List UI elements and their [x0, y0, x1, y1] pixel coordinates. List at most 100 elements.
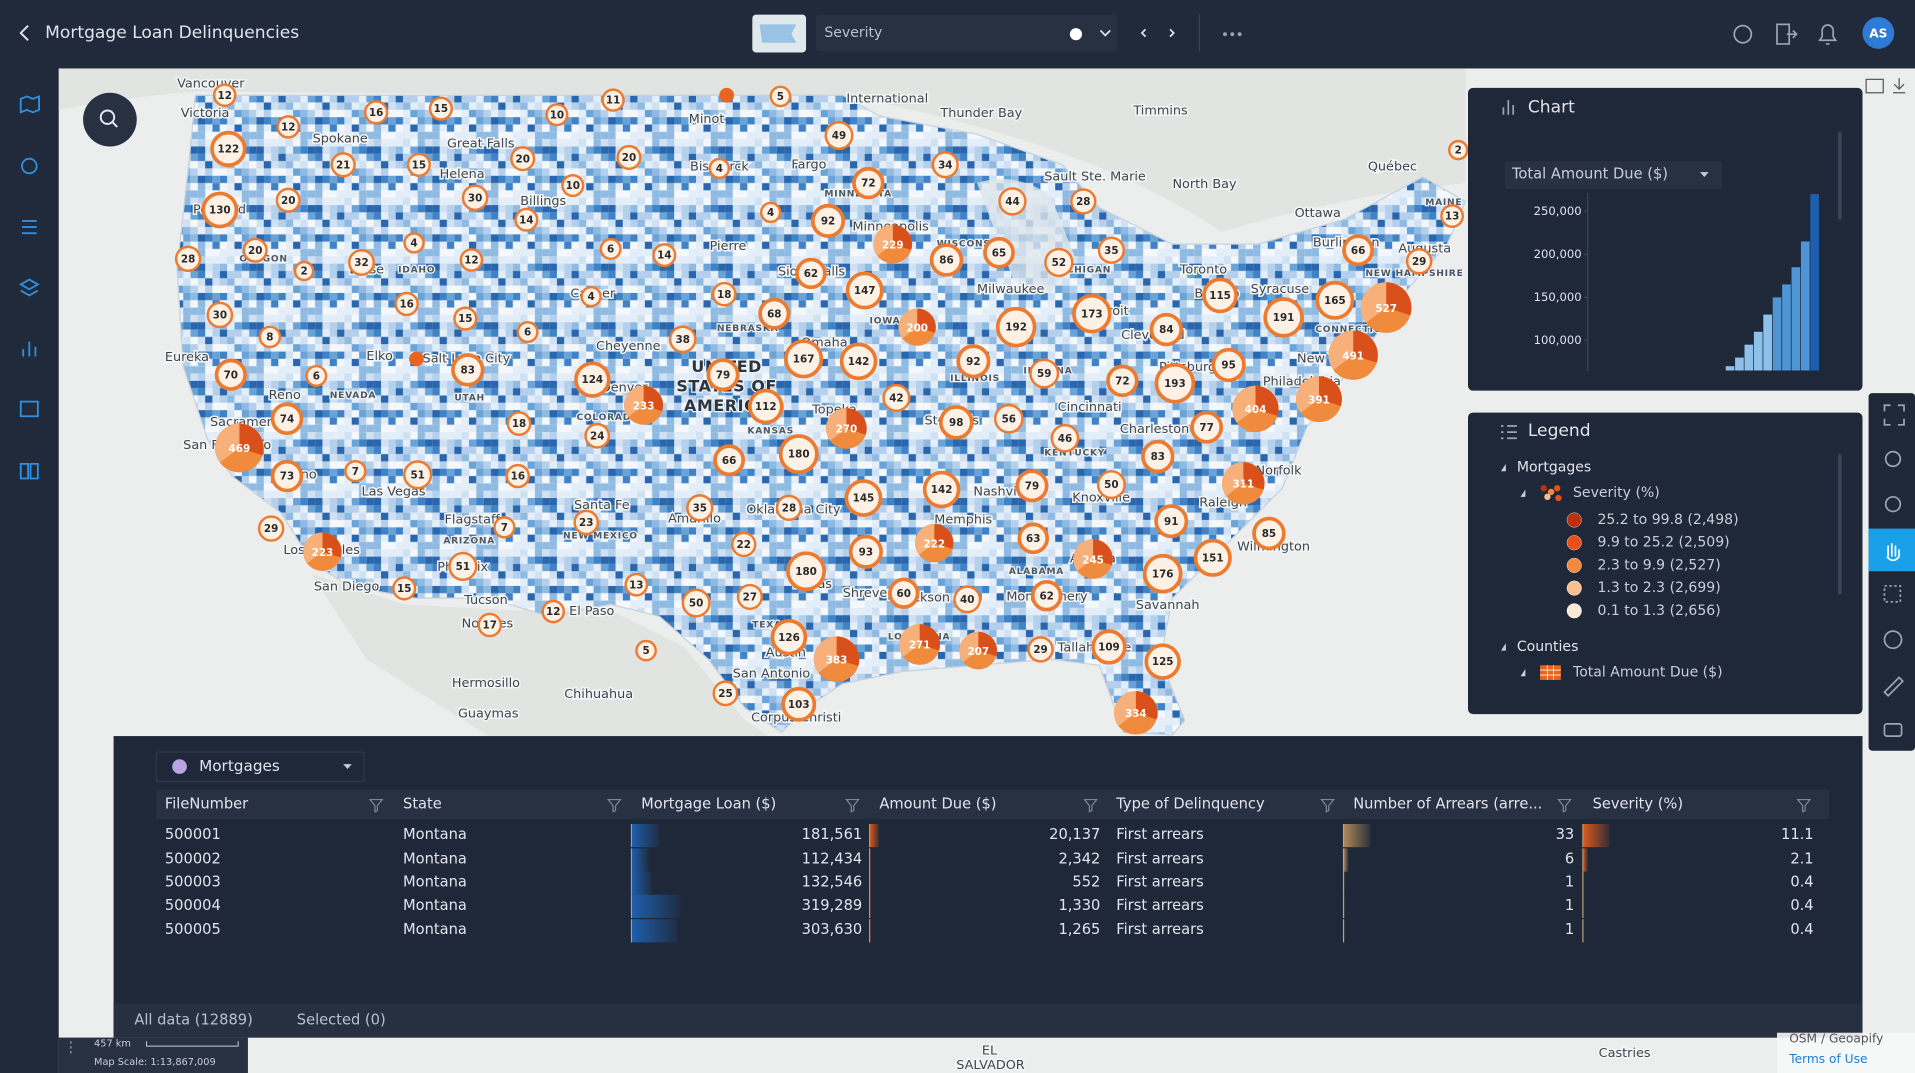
- cluster[interactable]: 122: [210, 130, 247, 168]
- cluster[interactable]: 65: [983, 236, 1015, 269]
- cluster[interactable]: 112: [747, 388, 784, 425]
- cluster[interactable]: 66: [713, 444, 746, 477]
- download-icon[interactable]: [1893, 78, 1906, 94]
- nav-chart[interactable]: [22, 341, 37, 357]
- cluster[interactable]: 51: [448, 551, 478, 581]
- filter-button[interactable]: [1320, 798, 1335, 813]
- cluster[interactable]: 79: [706, 358, 740, 392]
- cluster[interactable]: 29: [257, 515, 285, 542]
- cluster[interactable]: 59: [1029, 358, 1060, 389]
- column-header[interactable]: Severity (%): [1593, 795, 1683, 812]
- select-button[interactable]: [1883, 585, 1902, 603]
- cluster[interactable]: 63: [1017, 522, 1050, 555]
- identify-button[interactable]: [1883, 630, 1903, 650]
- avatar[interactable]: [1862, 17, 1895, 49]
- cluster[interactable]: 103: [781, 686, 817, 722]
- terms-link[interactable]: Terms of Use: [1788, 1052, 1867, 1066]
- cluster[interactable]: 49: [824, 121, 854, 150]
- cluster[interactable]: 30: [206, 301, 234, 329]
- nav-book[interactable]: [19, 462, 39, 480]
- cluster[interactable]: 5: [769, 85, 792, 108]
- cluster[interactable]: 95: [1211, 347, 1246, 383]
- cluster[interactable]: 142: [922, 470, 961, 509]
- cluster[interactable]: 92: [956, 344, 991, 379]
- cluster[interactable]: 70: [214, 358, 247, 391]
- cluster[interactable]: 56: [993, 403, 1024, 434]
- point[interactable]: [719, 87, 735, 103]
- cluster[interactable]: 18: [711, 281, 737, 307]
- cluster[interactable]: 4: [708, 157, 731, 180]
- cluster[interactable]: 28: [1070, 188, 1097, 215]
- map-tool[interactable]: [1865, 78, 1884, 94]
- cluster[interactable]: 167: [784, 339, 824, 379]
- column-header[interactable]: Type of Delinquency: [1115, 795, 1265, 812]
- cluster[interactable]: 4: [580, 285, 602, 308]
- collapse-toggle[interactable]: [1500, 463, 1506, 472]
- cluster[interactable]: 20: [275, 187, 301, 213]
- cluster[interactable]: 4: [759, 201, 782, 224]
- cluster[interactable]: 16: [363, 100, 389, 125]
- cluster[interactable]: 5: [635, 639, 657, 662]
- cluster[interactable]: 173: [1072, 294, 1112, 334]
- cluster[interactable]: 271: [899, 624, 941, 665]
- fullscreen-button[interactable]: [1883, 404, 1905, 426]
- cluster[interactable]: 165: [1315, 280, 1355, 320]
- column-header[interactable]: State: [403, 795, 442, 812]
- export-button[interactable]: [1776, 23, 1798, 45]
- cluster[interactable]: 17: [477, 612, 503, 638]
- cluster[interactable]: 12: [541, 599, 566, 624]
- cluster[interactable]: 32: [348, 249, 375, 276]
- cluster[interactable]: 192: [995, 306, 1037, 348]
- back-button[interactable]: [19, 24, 29, 41]
- cluster[interactable]: 10: [561, 173, 585, 198]
- collapse-toggle[interactable]: [1520, 489, 1526, 497]
- nav-info[interactable]: [21, 157, 38, 175]
- point[interactable]: [409, 351, 424, 367]
- cluster[interactable]: 207: [959, 631, 998, 670]
- cluster[interactable]: 35: [686, 494, 714, 522]
- cluster[interactable]: 145: [844, 479, 883, 517]
- cluster[interactable]: 126: [770, 618, 808, 656]
- cluster[interactable]: 2: [293, 260, 315, 282]
- table-row[interactable]: 500004 Montana 319,289 1,330 First arrears 1 0…: [165, 894, 1814, 918]
- cluster[interactable]: 12: [459, 248, 484, 272]
- cluster[interactable]: 16: [505, 463, 531, 489]
- cluster[interactable]: 527: [1360, 282, 1412, 333]
- cluster[interactable]: 469: [215, 423, 264, 473]
- cluster[interactable]: 44: [998, 187, 1027, 216]
- cluster[interactable]: 98: [939, 405, 974, 440]
- cluster[interactable]: 27: [736, 583, 763, 611]
- cluster[interactable]: 176: [1142, 553, 1183, 594]
- filter-button[interactable]: [1796, 798, 1812, 813]
- notifications-button[interactable]: [1818, 24, 1838, 45]
- cluster[interactable]: 60: [888, 577, 920, 609]
- cluster[interactable]: 83: [1141, 439, 1175, 474]
- cluster[interactable]: 147: [845, 271, 884, 310]
- cluster[interactable]: 15: [428, 96, 453, 121]
- cluster[interactable]: 16: [394, 291, 419, 317]
- cluster[interactable]: 180: [786, 551, 826, 592]
- scrollbar[interactable]: [1838, 454, 1842, 595]
- cluster[interactable]: 35: [1097, 236, 1126, 264]
- cluster[interactable]: 2: [1448, 139, 1469, 161]
- cluster[interactable]: 85: [1252, 516, 1286, 551]
- filter-button[interactable]: [1083, 798, 1098, 813]
- zoom-out-button[interactable]: [1884, 495, 1902, 513]
- cluster[interactable]: 62: [795, 257, 827, 290]
- cluster[interactable]: 23: [573, 509, 600, 536]
- cluster[interactable]: 200: [898, 308, 936, 346]
- column-header[interactable]: FileNumber: [165, 795, 249, 812]
- nav-table[interactable]: [19, 400, 39, 418]
- cluster[interactable]: 20: [616, 144, 642, 171]
- cluster[interactable]: 38: [668, 325, 697, 354]
- cluster[interactable]: 66: [1342, 234, 1375, 267]
- cluster[interactable]: 42: [882, 383, 911, 413]
- cluster[interactable]: 180: [778, 434, 819, 475]
- cluster[interactable]: 193: [1154, 363, 1196, 404]
- cluster[interactable]: 383: [813, 636, 860, 682]
- filter-button[interactable]: [845, 798, 860, 813]
- table-row[interactable]: 500002 Montana 112,434 2,342 First arrears 6 2…: [165, 848, 1814, 872]
- cluster[interactable]: 84: [1149, 312, 1184, 347]
- cluster[interactable]: 311: [1221, 462, 1265, 505]
- cluster[interactable]: 86: [929, 243, 964, 277]
